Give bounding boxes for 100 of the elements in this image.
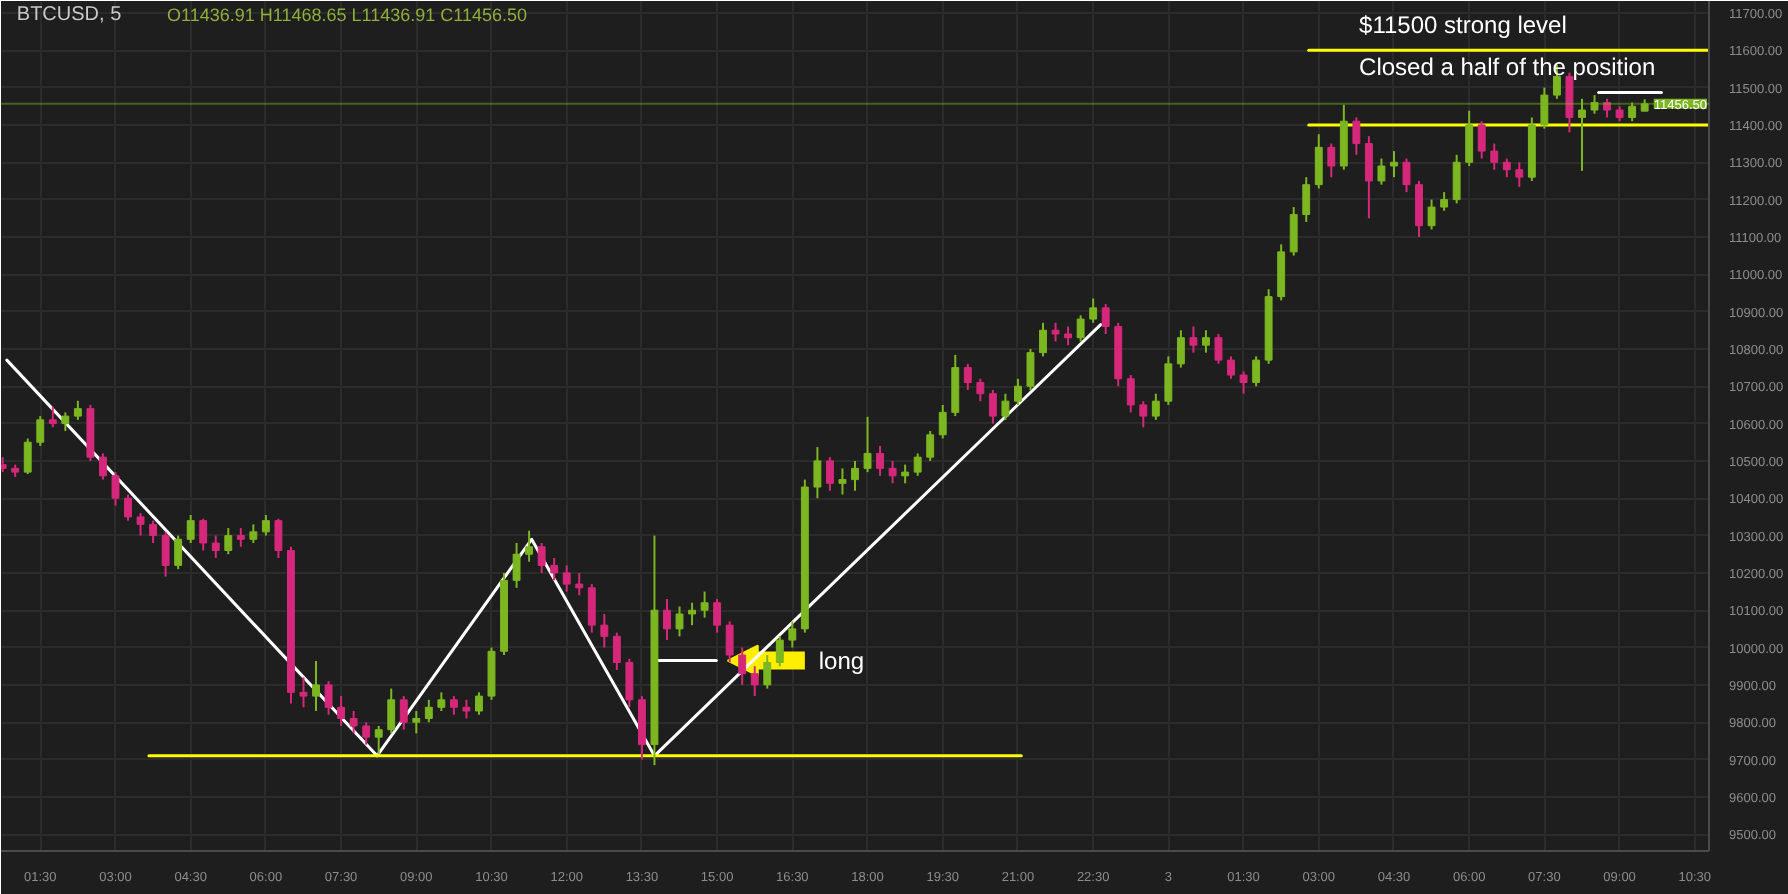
candlestick <box>362 721 371 746</box>
candlestick <box>1390 150 1398 179</box>
candlestick <box>512 542 521 589</box>
candlestick <box>61 411 70 433</box>
candlestick <box>1603 97 1611 119</box>
candlestick <box>537 542 546 574</box>
candlestick <box>399 695 408 731</box>
candlestick <box>1427 198 1436 231</box>
candlestick <box>136 512 145 537</box>
candlestick <box>750 665 759 698</box>
candlestick <box>562 564 571 593</box>
candlestick <box>1089 297 1098 324</box>
candlestick <box>487 646 496 701</box>
candlestick <box>1364 135 1373 220</box>
candlestick <box>738 646 747 686</box>
candlestick <box>1189 325 1198 354</box>
candlestick <box>863 415 872 474</box>
candlestick <box>475 691 483 716</box>
candlestick <box>612 631 621 671</box>
candlestick <box>1064 325 1073 347</box>
candlestick <box>938 403 947 440</box>
candlestick <box>437 691 446 713</box>
candlestick <box>775 635 784 668</box>
candlestick <box>236 527 245 548</box>
candlestick <box>1139 400 1148 429</box>
candlestick <box>1402 157 1411 194</box>
candlestick <box>1465 109 1474 167</box>
candlestick <box>1565 71 1574 134</box>
candlestick <box>449 695 458 716</box>
candlestick <box>700 590 709 619</box>
candlestick <box>663 598 671 642</box>
candlestick <box>1590 94 1599 115</box>
candlestick <box>36 415 45 447</box>
candlestick <box>186 514 195 545</box>
candlestick <box>99 452 107 481</box>
candlestick <box>161 530 170 578</box>
candlestick <box>600 612 609 649</box>
candlestick <box>1440 191 1449 212</box>
candlestick <box>525 529 534 563</box>
candlestick <box>387 687 396 735</box>
candlestick <box>1126 374 1135 414</box>
candlestick <box>274 517 283 559</box>
candlestick <box>124 493 132 522</box>
candlestick <box>888 459 897 485</box>
candlestick <box>1352 116 1361 156</box>
candlestick <box>1502 157 1511 179</box>
candlestick <box>575 571 584 597</box>
candlestick <box>312 659 320 713</box>
candlestick <box>349 710 358 735</box>
candlestick <box>412 710 421 735</box>
candlestick <box>1490 142 1499 171</box>
candlestick <box>1452 153 1461 205</box>
candlestick <box>876 444 885 477</box>
candlestick <box>23 437 32 475</box>
candlestick <box>199 517 208 552</box>
candlestick <box>48 405 57 429</box>
candlestick <box>211 534 220 559</box>
candlestick <box>813 446 822 500</box>
candlestick <box>587 583 596 634</box>
candlestick <box>1415 179 1423 238</box>
candlestick <box>224 527 233 556</box>
candlestick <box>901 463 910 485</box>
candlestick <box>1252 355 1261 388</box>
candlestick <box>1628 101 1637 123</box>
candlestick <box>1339 103 1348 171</box>
candlestick <box>1377 157 1386 186</box>
candlestick <box>913 452 922 477</box>
candlestick <box>788 620 797 649</box>
candlestick <box>1001 392 1010 421</box>
candlestick <box>713 598 722 634</box>
candlestick <box>963 362 972 391</box>
candlestick <box>337 695 346 727</box>
candlestick <box>1151 392 1160 421</box>
candlestick <box>1101 303 1110 335</box>
candlestick <box>462 698 471 720</box>
candlestick <box>1302 176 1311 223</box>
candlestick <box>1026 347 1035 391</box>
candlestick <box>374 724 383 755</box>
candlestick <box>763 654 772 690</box>
candlestick <box>1202 329 1210 354</box>
candlestick <box>688 601 696 627</box>
candlestick <box>851 459 859 492</box>
chart-subtitle: O11436.91 H11468.65 L11436.91 C11456.50 <box>167 5 528 25</box>
annotation: $11500 strong level <box>1359 11 1567 39</box>
candlestick <box>1477 120 1486 160</box>
candlestick <box>111 471 120 507</box>
candlestick <box>625 657 634 709</box>
chart-title: BTCUSD, 5 <box>16 4 123 26</box>
candlestick <box>550 556 559 582</box>
candlestick <box>1277 243 1286 302</box>
candlestick <box>424 698 433 724</box>
candlestick <box>1578 97 1586 172</box>
candlestick <box>73 399 82 421</box>
candlestick <box>1289 206 1298 257</box>
candlestick <box>324 680 333 716</box>
annotation: long <box>818 646 865 675</box>
candlestick <box>1039 321 1047 358</box>
candlestick <box>637 695 646 761</box>
annotation: Closed a half of the position <box>1359 53 1656 81</box>
candlestick <box>1214 332 1223 365</box>
